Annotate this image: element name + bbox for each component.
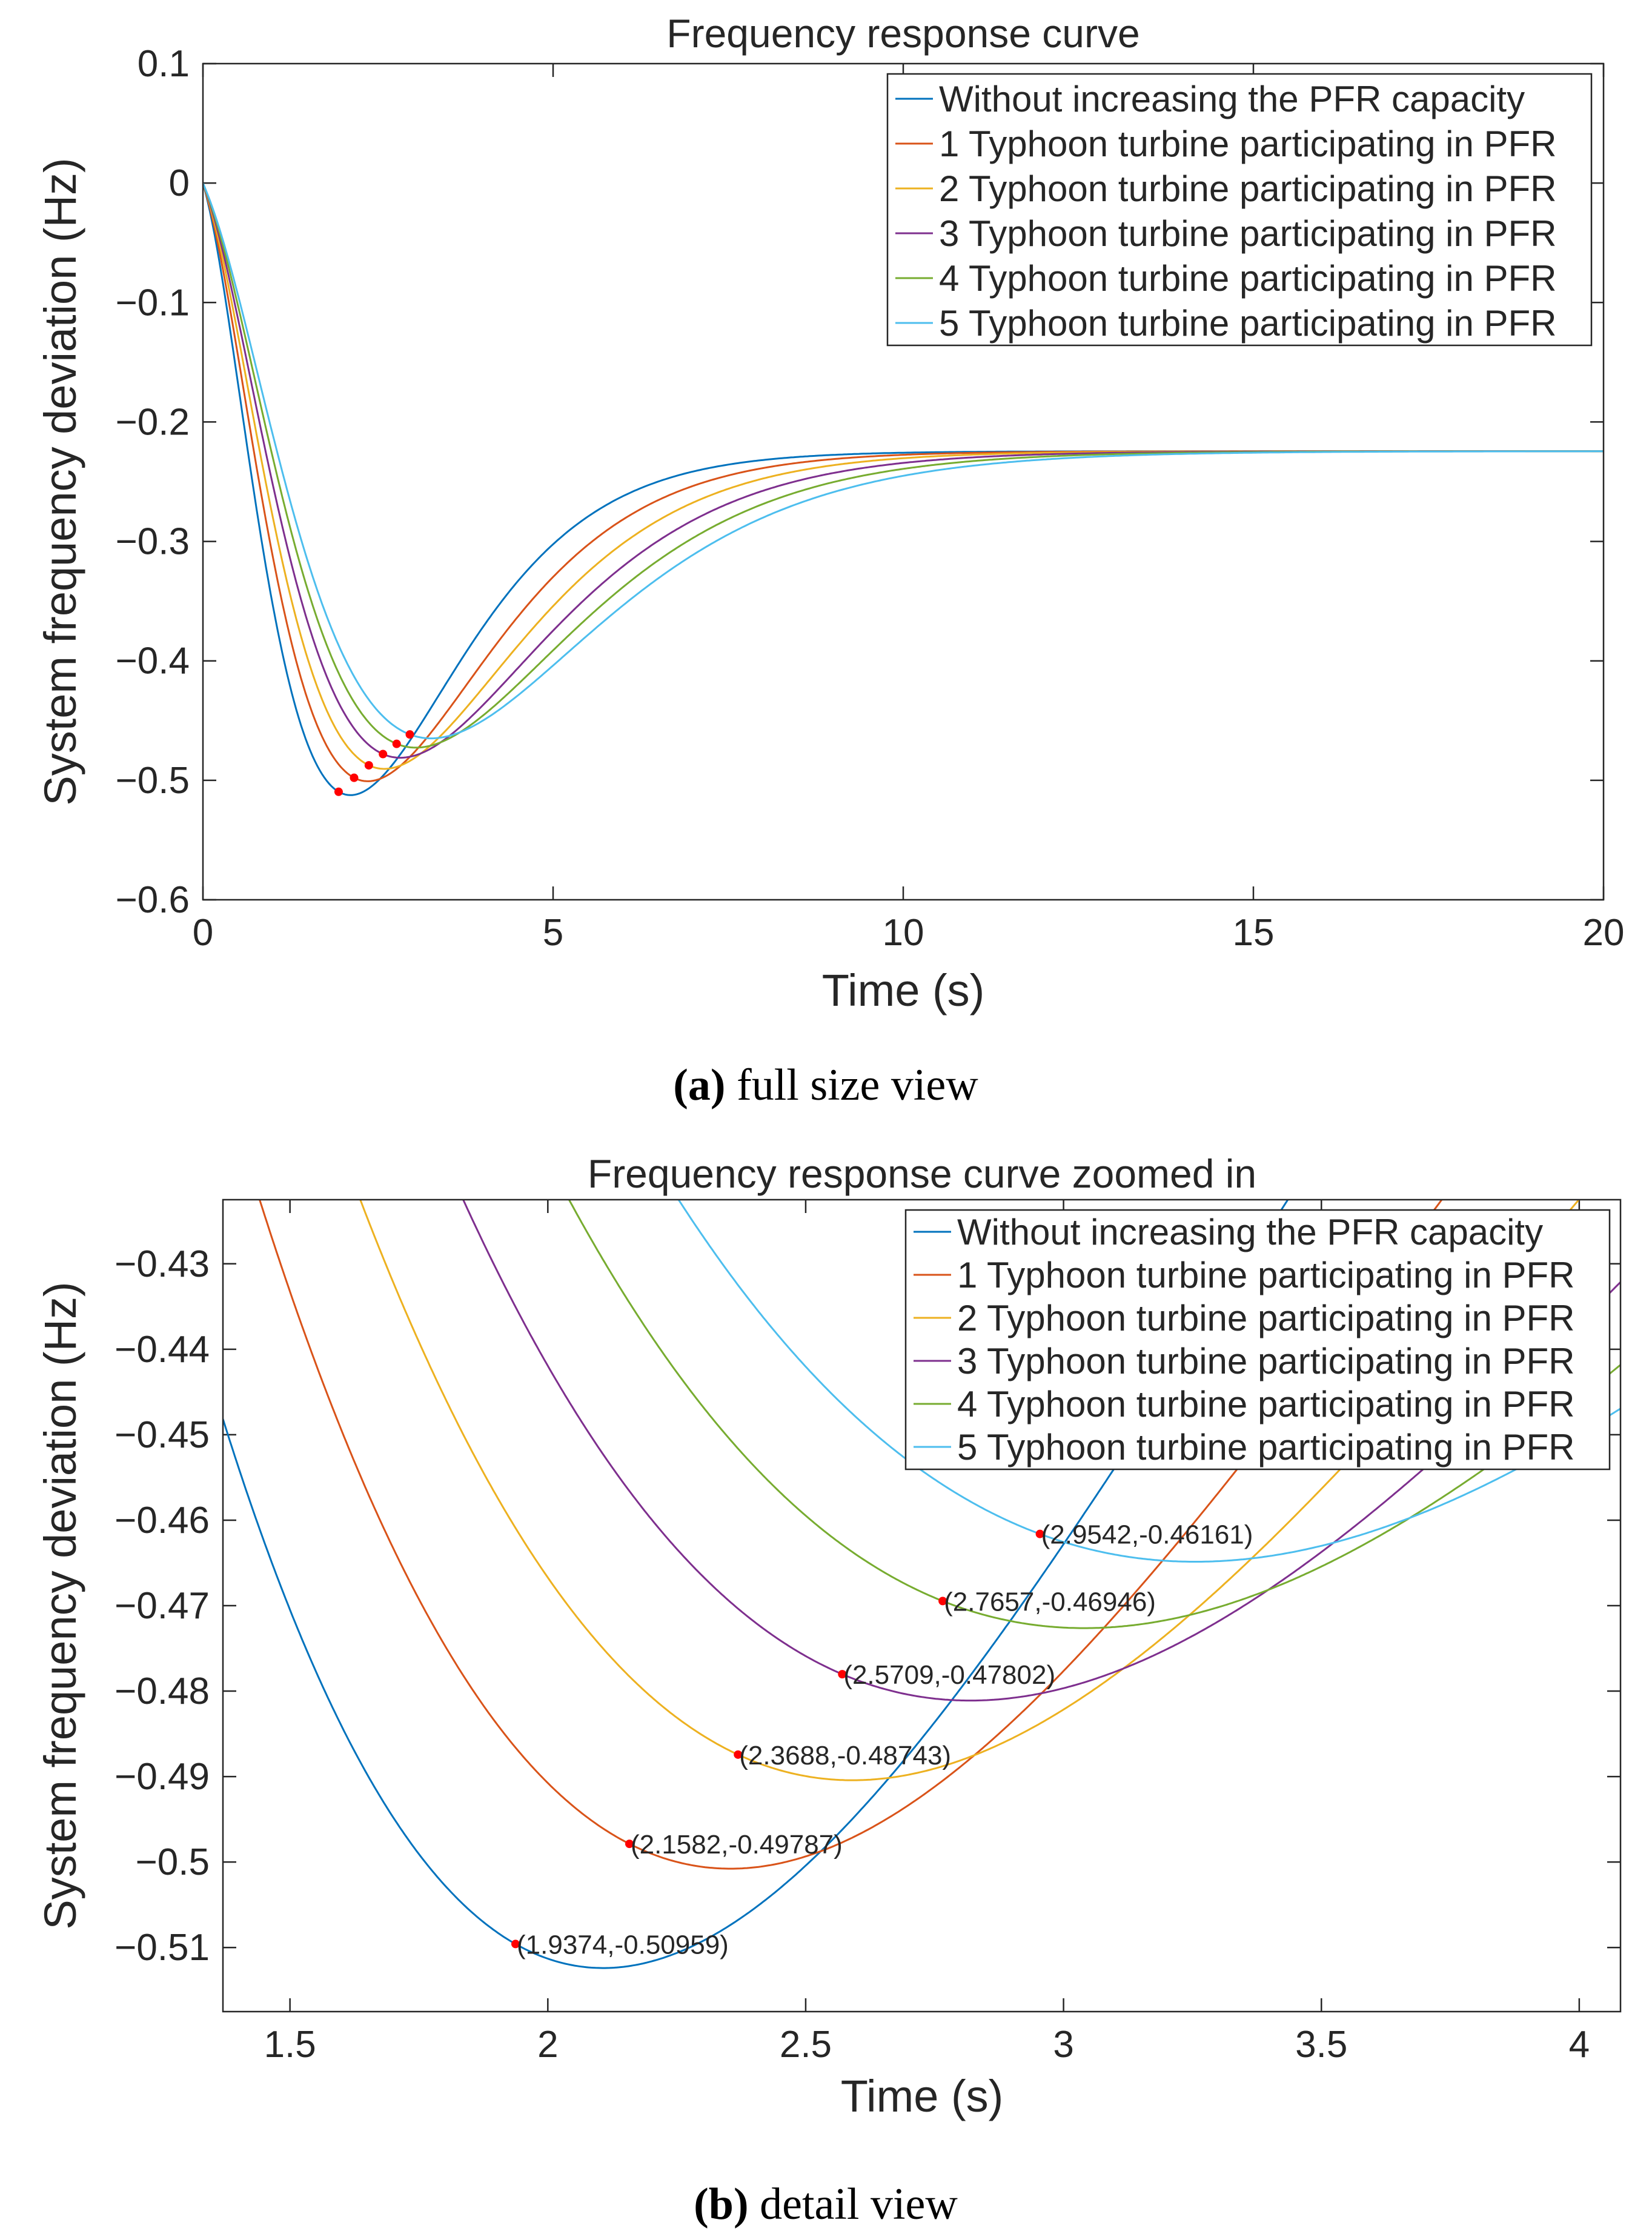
minimum-marker-0	[511, 1940, 520, 1949]
annotation-label-0: (1.9374,-0.50959)	[517, 1930, 729, 1959]
legend: Without increasing the PFR capacity 1 Typ…	[886, 73, 1593, 347]
annotation-label-1: (2.1582,-0.49787)	[631, 1830, 843, 1860]
series-line-5	[677, 1200, 1620, 1563]
legend-box	[886, 73, 1593, 347]
chart-title: Frequency response curve zoomed in	[588, 1151, 1256, 1196]
legend-label-2: 2 Typhoon turbine participating in PFR	[957, 1298, 1575, 1338]
y-tick-label: −0.46	[114, 1500, 210, 1541]
x-tick-label: 3	[1053, 2024, 1073, 2066]
y-tick-label: 0	[169, 162, 190, 204]
minimum-marker-4	[392, 739, 401, 748]
x-tick-label: 4	[1569, 2024, 1590, 2066]
legend-label-4: 4 Typhoon turbine participating in PFR	[939, 258, 1557, 299]
y-tick-label: −0.5	[116, 760, 190, 802]
y-tick-label: −0.2	[116, 401, 190, 443]
y-tick-label: −0.4	[116, 640, 190, 682]
annotation-label-5: (2.9542,-0.46161)	[1041, 1520, 1253, 1550]
plot-area	[203, 182, 1604, 796]
annotation-label-2: (2.3688,-0.48743)	[739, 1741, 951, 1770]
y-axis-label: System frequency deviation (Hz)	[35, 1281, 85, 1929]
legend-label-1: 1 Typhoon turbine participating in PFR	[957, 1255, 1575, 1295]
minimum-marker-5	[1035, 1529, 1044, 1538]
legend-label-3: 3 Typhoon turbine participating in PFR	[939, 213, 1557, 254]
legend-label-1: 1 Typhoon turbine participating in PFR	[939, 124, 1557, 164]
minimum-marker-0	[334, 787, 343, 796]
caption-label: (b)	[694, 2179, 748, 2229]
caption: (b) detail view	[694, 2179, 958, 2229]
y-tick-label: 0.1	[138, 43, 190, 85]
y-tick-label: −0.43	[114, 1243, 210, 1285]
x-axis-label: Time (s)	[841, 2071, 1004, 2121]
legend-label-4: 4 Typhoon turbine participating in PFR	[957, 1384, 1575, 1424]
plot-frame	[222, 1198, 1622, 2013]
tick-labels: 1.5 2 2.5 3 3.5 4 −0.43 −0.44 −0.45 −0.46 −0.47 −0.…	[114, 1243, 1590, 2066]
chart-title: Frequency response curve	[666, 11, 1139, 56]
annotation-label-4: (2.7657,-0.46946)	[944, 1587, 1156, 1617]
caption: (a) full size view	[673, 1060, 978, 1110]
legend-label-0: Without increasing the PFR capacity	[939, 79, 1525, 119]
x-tick-label: 2.5	[780, 2024, 832, 2066]
x-axis-label: Time (s)	[822, 965, 985, 1015]
caption-text: full size view	[726, 1060, 979, 1110]
caption-text: detail view	[749, 2179, 958, 2229]
y-tick-label: −0.49	[114, 1756, 210, 1798]
minimum-marker-3	[838, 1670, 847, 1679]
y-tick-label: −0.44	[114, 1329, 210, 1371]
x-tick-label: 2	[537, 2024, 558, 2066]
tick-labels: 0 5 10 15 20 0.1 0 −0.1 −0.2 −0.3 −0.4 −0.5 −0.6	[116, 43, 1625, 954]
minimum-marker-1	[350, 773, 359, 782]
legend-label-2: 2 Typhoon turbine participating in PFR	[939, 168, 1557, 209]
legend-label-5: 5 Typhoon turbine participating in PFR	[939, 303, 1557, 344]
y-tick-label: −0.45	[114, 1414, 210, 1456]
y-tick-label: −0.5	[136, 1841, 210, 1883]
chart-full-size: Frequency response curve 0 5 10 15 200.10−0.…	[35, 11, 1624, 1110]
series-line-0	[223, 1200, 1289, 1969]
y-tick-label: −0.1	[116, 282, 190, 324]
x-tick-label: 15	[1233, 912, 1275, 954]
minimum-marker-1	[625, 1840, 634, 1849]
x-tick-label: 5	[543, 912, 563, 954]
annotation-label-3: (2.5709,-0.47802)	[843, 1660, 1055, 1690]
x-tick-label: 20	[1583, 912, 1625, 954]
y-axis-label: System frequency deviation (Hz)	[35, 158, 85, 805]
x-tick-label: 10	[883, 912, 924, 954]
caption-label: (a)	[673, 1060, 725, 1110]
x-tick-label: 1.5	[264, 2024, 316, 2066]
y-tick-label: −0.51	[114, 1927, 210, 1969]
y-tick-label: −0.47	[114, 1585, 210, 1627]
minimum-marker-2	[364, 761, 373, 770]
legend-box	[904, 1209, 1611, 1471]
x-tick-label: 0	[193, 912, 213, 954]
y-tick-label: −0.48	[114, 1670, 210, 1712]
minimum-marker-2	[734, 1750, 743, 1759]
minimum-marker-3	[379, 750, 388, 759]
legend-label-3: 3 Typhoon turbine participating in PFR	[957, 1341, 1575, 1381]
y-tick-label: −0.3	[116, 521, 190, 563]
minimum-marker-4	[938, 1597, 947, 1606]
legend-label-5: 5 Typhoon turbine participating in PFR	[957, 1427, 1575, 1468]
series-line-5	[203, 182, 1604, 740]
plot-frame	[202, 62, 1605, 901]
series-line-3	[462, 1200, 1620, 1702]
series-line-4	[568, 1200, 1620, 1629]
x-tick-label: 3.5	[1295, 2024, 1347, 2066]
minimum-marker-5	[405, 730, 414, 739]
legend-label-0: Without increasing the PFR capacity	[957, 1212, 1543, 1252]
y-tick-label: −0.6	[116, 879, 190, 921]
minimum-annotations: (1.9374,-0.50959) (2.1582,-0.49787) (2.368…	[517, 1520, 1253, 1960]
chart-detail: Frequency response curve zoomed in 1.5 2 2…	[35, 1151, 1622, 2229]
